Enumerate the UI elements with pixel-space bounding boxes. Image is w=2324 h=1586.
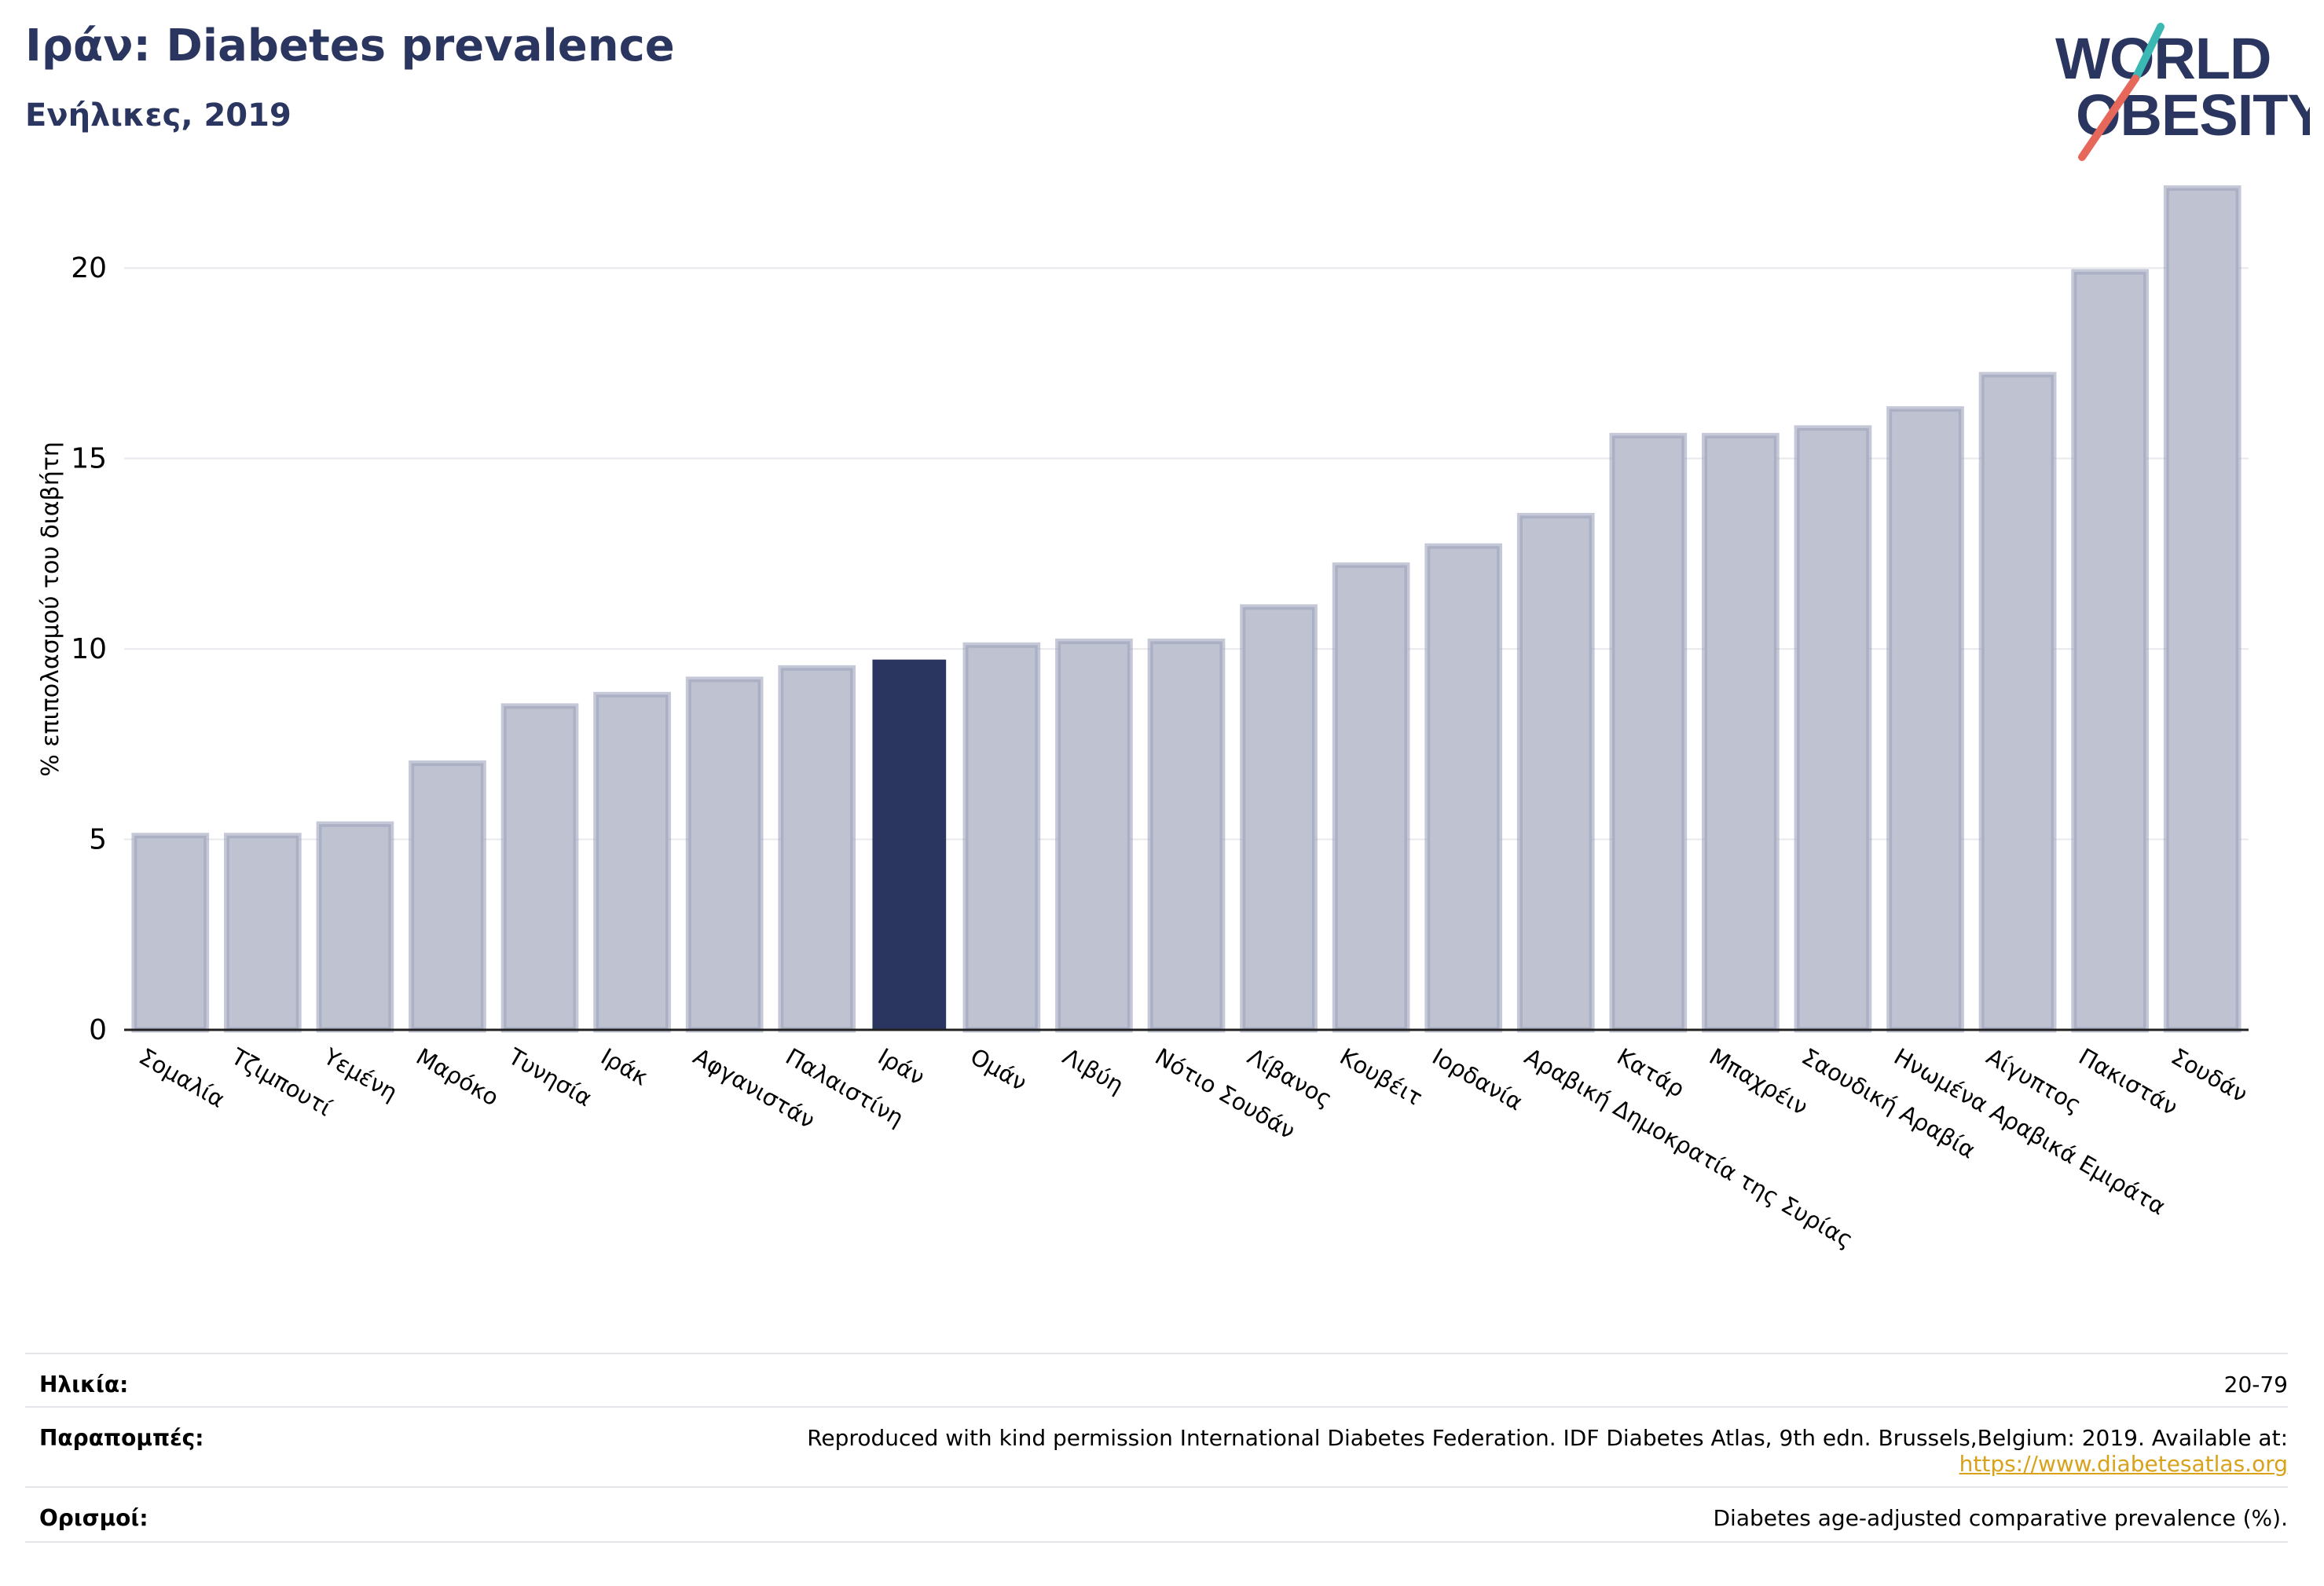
bar: [1147, 638, 1226, 1033]
logo-slash-coral: [2078, 75, 2139, 161]
x-tick-label: Ιράν: [874, 1043, 929, 1091]
y-tick-label: 5: [89, 824, 107, 856]
age-label: Ηλικία:: [39, 1372, 129, 1397]
footer-age-row: Ηλικία: 20-79: [25, 1353, 2288, 1406]
x-tick-label: Πακιστάν: [2074, 1043, 2182, 1121]
y-axis-label: % επιπολασμού του διαβήτη: [37, 441, 64, 777]
bar-chart: 0 5 10 15 20 % επιπολασμού του διαβήτη Σομαλία…: [37, 185, 2252, 1254]
references-label: Παραπομπές:: [39, 1425, 204, 1451]
x-tick-label: Αραβική Δημοκρατία της Συρίας: [1520, 1043, 1858, 1254]
bar: [1609, 433, 1688, 1033]
x-tick-label: Σαουδική Αραβία: [1797, 1043, 1980, 1164]
x-tick-label: Ιορδανία: [1428, 1043, 1527, 1116]
bar: [1794, 425, 1872, 1033]
chart-footer: Ηλικία: 20-79 Παραπομπές: Reproduced wit…: [25, 1353, 2288, 1543]
bar: [500, 703, 579, 1033]
references-text: Reproduced with kind permission Internat…: [807, 1425, 2288, 1451]
x-tick-label: Μαρόκο: [412, 1043, 504, 1112]
bar: [778, 665, 856, 1033]
references-value: Reproduced with kind permission Internat…: [807, 1425, 2288, 1477]
x-tick-label: Λιβύη: [1058, 1043, 1128, 1099]
bar: [872, 659, 947, 1031]
x-tick-label: Σομαλία: [134, 1043, 229, 1113]
bar: [2163, 185, 2242, 1033]
y-tick-label: 20: [71, 252, 107, 284]
bar: [1516, 512, 1595, 1033]
bar: [1702, 433, 1780, 1033]
bar: [1240, 604, 1318, 1033]
definitions-label: Ορισμοί:: [39, 1505, 148, 1531]
bar: [1886, 406, 1964, 1033]
y-tick-label: 0: [89, 1014, 107, 1046]
bar: [685, 676, 764, 1033]
world-obesity-logo: WORLD OBESITY: [2055, 23, 2310, 161]
x-tick-label: Μπαχρέιν: [1705, 1043, 1813, 1121]
bar: [1055, 638, 1133, 1033]
y-tick-label: 10: [71, 633, 107, 665]
x-tick-label: Ομάν: [966, 1043, 1031, 1097]
x-tick-label: Ιράκ: [596, 1043, 653, 1091]
bar: [409, 760, 486, 1033]
chart-title: Ιράν: Diabetes prevalence: [25, 20, 675, 71]
age-value: 20-79: [2223, 1372, 2288, 1397]
references-link[interactable]: https://www.diabetesatlas.org: [1959, 1451, 2288, 1477]
bar: [223, 833, 302, 1033]
y-tick-label: 15: [71, 443, 107, 475]
logo-slash-teal: [2132, 23, 2165, 82]
logo-text-world: WORLD: [2055, 26, 2271, 91]
bar: [962, 642, 1041, 1033]
footer-references-row: Παραπομπές: Reproduced with kind permiss…: [25, 1406, 2288, 1486]
x-tick-label: Κουβέιτ: [1336, 1043, 1428, 1112]
bar: [131, 833, 210, 1033]
bar: [1424, 543, 1503, 1033]
bar: [1978, 372, 2057, 1033]
bar: [593, 691, 671, 1033]
x-tick-label: Κατάρ: [1612, 1043, 1689, 1103]
bar: [316, 821, 394, 1033]
definitions-value: Diabetes age-adjusted comparative preval…: [1713, 1505, 2289, 1531]
bar: [1332, 562, 1410, 1033]
footer-definitions-row: Ορισμοί: Diabetes age-adjusted comparati…: [25, 1486, 2288, 1543]
bar: [2071, 269, 2150, 1033]
x-tick-label: Τυνησία: [504, 1042, 597, 1112]
x-tick-label: Τζιμπουτί: [226, 1042, 336, 1122]
chart-subtitle: Ενήλικες, 2019: [25, 97, 291, 134]
